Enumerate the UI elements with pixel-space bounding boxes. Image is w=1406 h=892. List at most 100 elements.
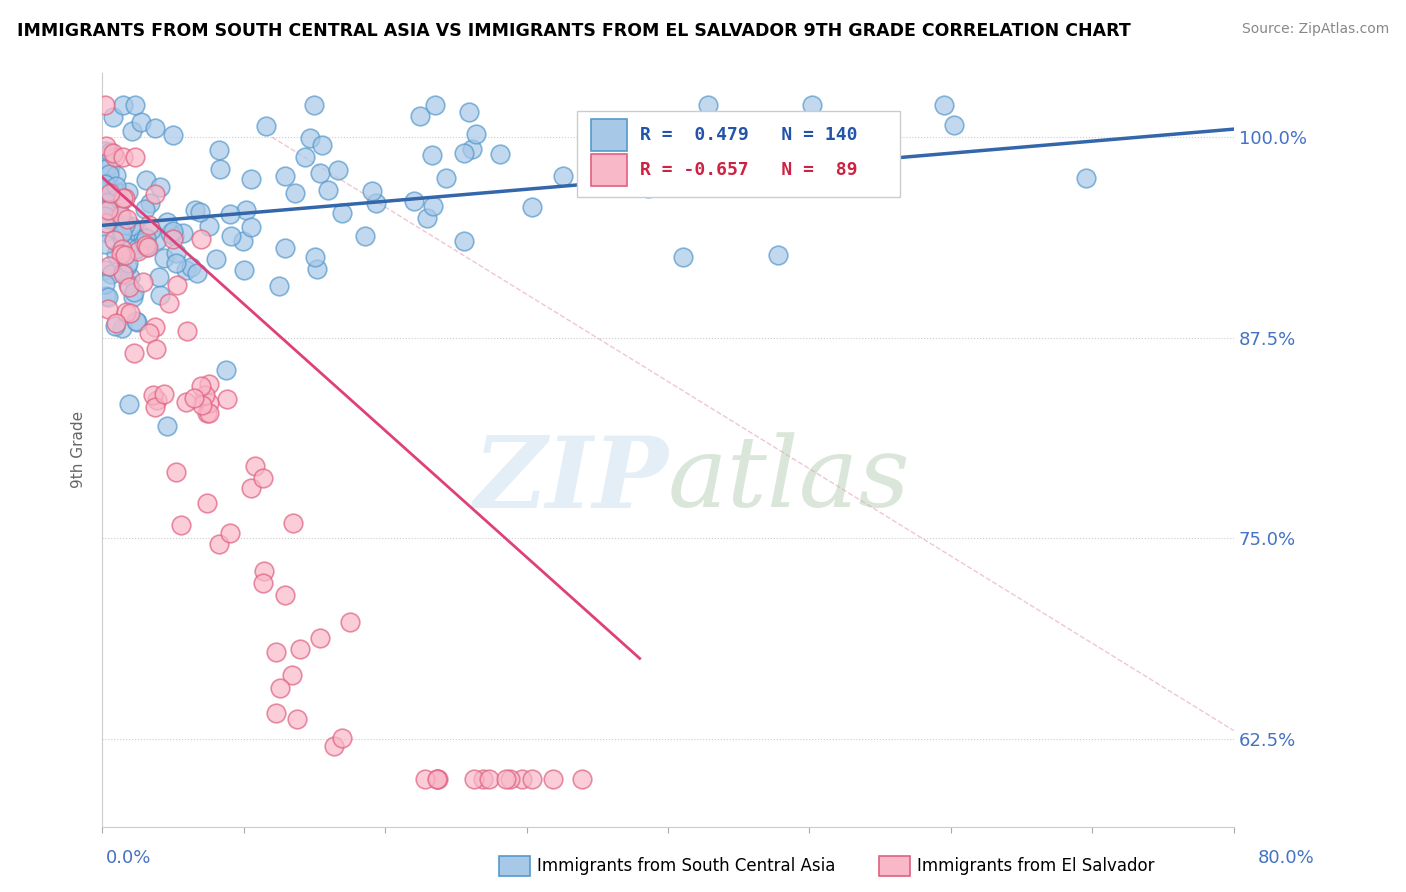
Point: [323, 739, 346, 753]
Point: [204, 252, 226, 267]
Point: [134, 238, 156, 252]
Point: [932, 98, 955, 112]
Point: [105, 168, 128, 182]
Point: [114, 248, 136, 262]
Point: [110, 242, 132, 256]
Point: [762, 141, 785, 155]
Point: [111, 320, 134, 334]
Point: [103, 233, 125, 247]
Point: [162, 224, 184, 238]
Point: [198, 219, 221, 233]
Point: [215, 362, 238, 376]
Point: [190, 204, 212, 219]
Point: [413, 772, 436, 786]
Point: [209, 162, 232, 177]
Point: [637, 181, 659, 195]
Point: [96, 203, 118, 218]
Point: [243, 458, 266, 473]
Text: ZIP: ZIP: [472, 432, 668, 528]
Point: [453, 234, 475, 248]
Point: [422, 199, 444, 213]
Point: [114, 305, 136, 319]
Point: [186, 266, 208, 280]
Point: [110, 247, 132, 261]
Point: [98, 145, 121, 160]
Point: [124, 150, 146, 164]
Point: [122, 346, 145, 360]
Point: [117, 277, 139, 291]
Point: [94, 225, 117, 239]
Point: [471, 772, 494, 786]
Point: [166, 256, 188, 270]
Point: [304, 250, 326, 264]
Point: [135, 234, 157, 248]
Point: [98, 159, 121, 173]
Point: [174, 395, 197, 409]
Point: [162, 128, 184, 142]
Point: [235, 202, 257, 217]
Point: [264, 706, 287, 721]
Point: [153, 252, 176, 266]
Point: [453, 146, 475, 161]
Point: [94, 216, 117, 230]
Point: [361, 184, 384, 198]
Point: [274, 241, 297, 255]
Point: [146, 233, 169, 247]
Point: [208, 143, 231, 157]
Point: [97, 212, 120, 227]
Point: [183, 391, 205, 405]
Point: [136, 240, 159, 254]
FancyBboxPatch shape: [578, 111, 900, 197]
Point: [672, 250, 695, 264]
Point: [162, 232, 184, 246]
Point: [122, 290, 145, 304]
Point: [284, 186, 307, 200]
Point: [121, 124, 143, 138]
Point: [426, 772, 449, 786]
Point: [165, 465, 187, 479]
Point: [117, 396, 139, 410]
Point: [94, 98, 117, 112]
Point: [571, 772, 593, 786]
Point: [104, 184, 127, 198]
Point: [219, 206, 242, 220]
Point: [103, 110, 125, 124]
Text: Immigrants from El Salvador: Immigrants from El Salvador: [917, 857, 1154, 875]
Point: [96, 290, 118, 304]
Point: [97, 176, 120, 190]
FancyBboxPatch shape: [591, 119, 627, 151]
Point: [96, 185, 118, 199]
Point: [543, 772, 565, 786]
Point: [104, 150, 127, 164]
Point: [299, 130, 322, 145]
Point: [97, 185, 120, 199]
Point: [156, 215, 179, 229]
Point: [145, 392, 167, 407]
Point: [134, 202, 156, 217]
Point: [97, 302, 120, 317]
Point: [239, 219, 262, 234]
Point: [294, 150, 316, 164]
Point: [520, 200, 543, 214]
Point: [273, 169, 295, 183]
Point: [198, 406, 221, 420]
Point: [326, 162, 349, 177]
Point: [180, 260, 202, 274]
Point: [354, 229, 377, 244]
Point: [285, 712, 308, 726]
Point: [142, 388, 165, 402]
Point: [127, 241, 149, 255]
Point: [281, 516, 304, 530]
Point: [309, 632, 332, 646]
Point: [111, 98, 134, 112]
Point: [219, 525, 242, 540]
Point: [145, 186, 167, 201]
Point: [135, 238, 157, 252]
Point: [281, 668, 304, 682]
Point: [105, 179, 128, 194]
Point: [159, 226, 181, 240]
Point: [402, 194, 425, 209]
Point: [108, 209, 131, 223]
Point: [94, 144, 117, 158]
Text: 0.0%: 0.0%: [105, 849, 150, 867]
